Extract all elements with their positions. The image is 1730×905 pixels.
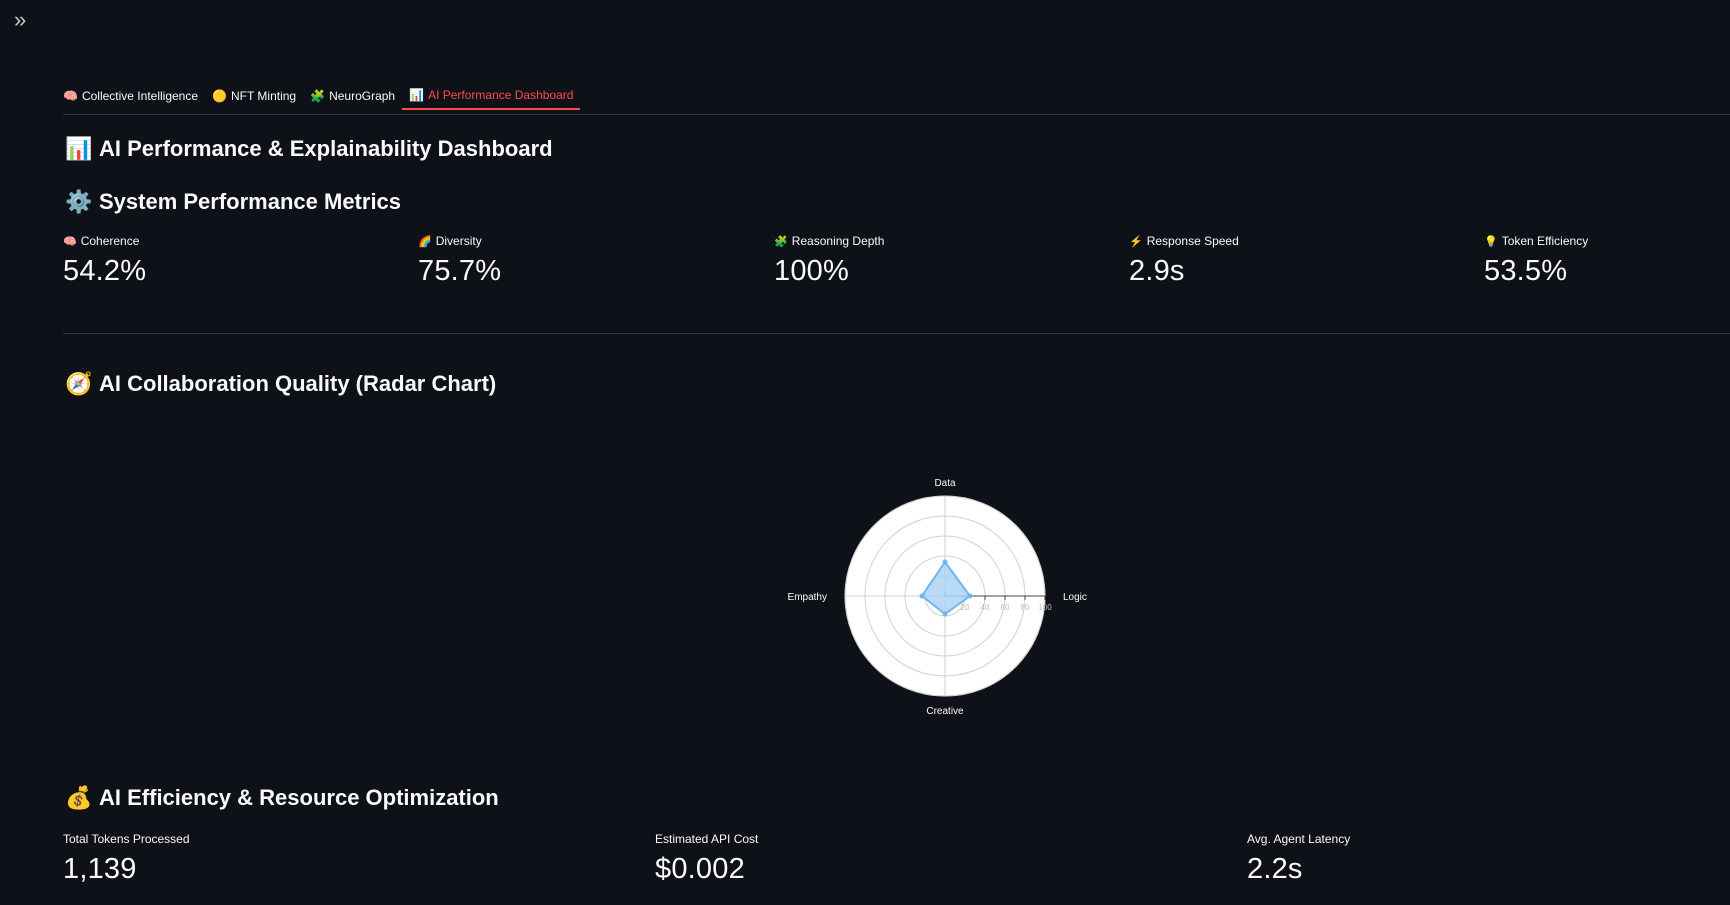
- metric-coherence: 🧠 Coherence 54.2%: [63, 232, 363, 288]
- section-title: System Performance Metrics: [99, 189, 402, 214]
- metric-label: Avg. Agent Latency: [1247, 832, 1351, 846]
- radar-radial-tick-label: 40: [981, 603, 990, 612]
- metric-reasoning-depth: 🧩 Reasoning Depth 100%: [774, 232, 1074, 288]
- lightning-icon: ⚡: [1129, 235, 1143, 248]
- metric-value: 2.2s: [1247, 853, 1303, 885]
- metric-value: 54.2%: [63, 255, 147, 287]
- radar-data-point: [967, 593, 973, 599]
- system-metrics-heading: ⚙️ System Performance Metrics: [65, 189, 401, 215]
- money-bag-icon: 💰: [65, 785, 93, 810]
- metric-label: Token Efficiency: [1501, 234, 1589, 248]
- radar-chart[interactable]: Data Logic Creative Empathy 20 40 60 80 100: [780, 470, 1110, 730]
- radar-radial-tick-label: 20: [961, 603, 970, 612]
- metric-api-cost: Estimated API Cost $0.002: [655, 830, 955, 886]
- tab-ai-performance-dashboard[interactable]: 📊 AI Performance Dashboard: [402, 82, 581, 110]
- tab-label: NeuroGraph: [329, 88, 396, 103]
- radar-heading: 🧭 AI Collaboration Quality (Radar Chart): [65, 371, 496, 397]
- divider: [63, 333, 1730, 334]
- gear-icon: ⚙️: [65, 189, 93, 214]
- brain-icon: 🧠: [63, 235, 77, 248]
- metric-total-tokens: Total Tokens Processed 1,139: [63, 830, 363, 886]
- metric-token-efficiency: 💡 Token Efficiency 53.5%: [1484, 232, 1730, 288]
- puzzle-icon: 🧩: [310, 88, 326, 103]
- metric-value: 2.9s: [1129, 255, 1185, 287]
- efficiency-heading: 💰 AI Efficiency & Resource Optimization: [65, 785, 499, 811]
- system-metrics: 🧠 Coherence 54.2% 🌈 Diversity 75.7% 🧩 Reaso…: [63, 232, 1723, 292]
- tab-bar: 🧠 Collective Intelligence 🟡 NFT Minting …: [63, 86, 1730, 115]
- radar-data-point: [942, 559, 948, 565]
- metric-value: 75.7%: [418, 255, 502, 287]
- radar-axis-label: Empathy: [788, 592, 827, 603]
- metric-label: Diversity: [435, 234, 482, 248]
- radar-axis-label: Creative: [926, 706, 964, 717]
- metric-response-speed: ⚡ Response Speed 2.9s: [1129, 232, 1429, 288]
- bar-chart-icon: 📊: [409, 88, 425, 102]
- tab-label: Collective Intelligence: [81, 88, 199, 103]
- lightbulb-icon: 💡: [1484, 235, 1498, 248]
- expand-sidebar-icon[interactable]: »: [14, 7, 27, 32]
- efficiency-metrics: Total Tokens Processed 1,139 Estimated A…: [63, 830, 1723, 890]
- section-title: AI Efficiency & Resource Optimization: [99, 785, 499, 810]
- metric-label: Estimated API Cost: [655, 832, 759, 846]
- metric-label: Reasoning Depth: [791, 234, 885, 248]
- radar-data-point: [919, 593, 925, 599]
- metric-agent-latency: Avg. Agent Latency 2.2s: [1247, 830, 1547, 886]
- tab-collective-intelligence[interactable]: 🧠 Collective Intelligence: [63, 82, 205, 109]
- radar-radial-tick-label: 80: [1021, 603, 1030, 612]
- radar-radial-tick-label: 100: [1038, 603, 1052, 612]
- tab-nft-minting[interactable]: 🟡 NFT Minting: [205, 82, 303, 109]
- metric-label: Coherence: [80, 234, 140, 248]
- radar-data-point: [942, 611, 948, 617]
- metric-label: Response Speed: [1146, 234, 1239, 248]
- metric-value: 100%: [774, 255, 849, 287]
- metric-label: Total Tokens Processed: [63, 832, 190, 846]
- coin-icon: 🟡: [212, 88, 227, 103]
- section-title: AI Collaboration Quality (Radar Chart): [99, 371, 497, 396]
- tab-label: AI Performance Dashboard: [428, 88, 574, 102]
- page-title-text: AI Performance & Explainability Dashboar…: [99, 136, 553, 161]
- bar-chart-icon: 📊: [65, 136, 93, 161]
- radar-axis-label: Logic: [1063, 592, 1087, 603]
- rainbow-icon: 🌈: [418, 235, 432, 248]
- puzzle-icon: 🧩: [774, 235, 788, 248]
- tab-neurograph[interactable]: 🧩 NeuroGraph: [303, 82, 402, 109]
- brain-icon: 🧠: [63, 88, 78, 103]
- compass-icon: 🧭: [65, 371, 93, 396]
- radar-chart-svg: Data Logic Creative Empathy 20 40 60 80 100: [788, 478, 1087, 717]
- radar-radial-tick-label: 60: [1001, 603, 1010, 612]
- radar-axis-label: Data: [934, 478, 956, 489]
- page-title: 📊 AI Performance & Explainability Dashbo…: [65, 136, 553, 162]
- metric-value: 53.5%: [1484, 255, 1568, 287]
- metric-value: $0.002: [655, 853, 745, 885]
- metric-diversity: 🌈 Diversity 75.7%: [418, 232, 718, 288]
- metric-value: 1,139: [63, 853, 137, 885]
- tab-label: NFT Minting: [230, 88, 297, 103]
